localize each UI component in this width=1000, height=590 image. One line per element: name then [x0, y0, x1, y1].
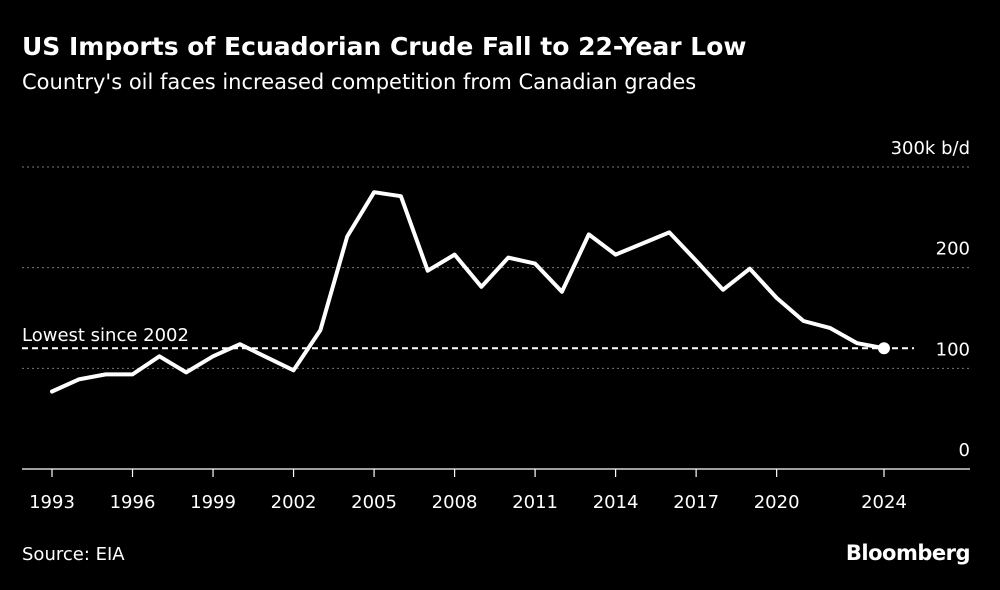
series-line — [50, 190, 886, 394]
bloomberg-logo: Bloomberg — [845, 541, 971, 565]
x-tick-label: 2011 — [512, 492, 558, 513]
x-tick-label: 2014 — [593, 492, 639, 513]
x-tick-label: 2017 — [673, 492, 719, 513]
x-tick-label: 2002 — [271, 492, 317, 513]
y-tick-label: 300k b/d — [891, 138, 970, 159]
x-tick-label: 2005 — [351, 492, 397, 513]
series-group — [50, 190, 890, 394]
reference-line-label: Lowest since 2002 — [22, 325, 189, 346]
x-tick-label: 2020 — [754, 492, 800, 513]
y-tick-label: 0 — [959, 440, 970, 461]
source-note: Source: EIA — [22, 544, 125, 565]
y-axis: 0 100 200 300k b/d — [891, 138, 970, 461]
x-tick-label: 2024 — [861, 492, 907, 513]
x-tick-label: 1996 — [110, 492, 156, 513]
chart-subtitle: Country's oil faces increased competitio… — [22, 70, 697, 94]
y-tick-label: 100 — [936, 339, 970, 360]
x-tick-label: 2008 — [432, 492, 478, 513]
latest-value-marker — [878, 342, 890, 355]
x-tick-label: 1993 — [29, 492, 75, 513]
x-tick-label: 1999 — [190, 492, 236, 513]
gridlines — [22, 166, 970, 369]
chart-title: US Imports of Ecuadorian Crude Fall to 2… — [22, 32, 747, 61]
reference-line-group: Lowest since 2002 — [22, 325, 914, 350]
y-tick-label: 200 — [936, 239, 970, 260]
x-axis: 1993 1996 1999 2002 2005 2008 2011 2014 2017 2020… — [22, 468, 970, 513]
